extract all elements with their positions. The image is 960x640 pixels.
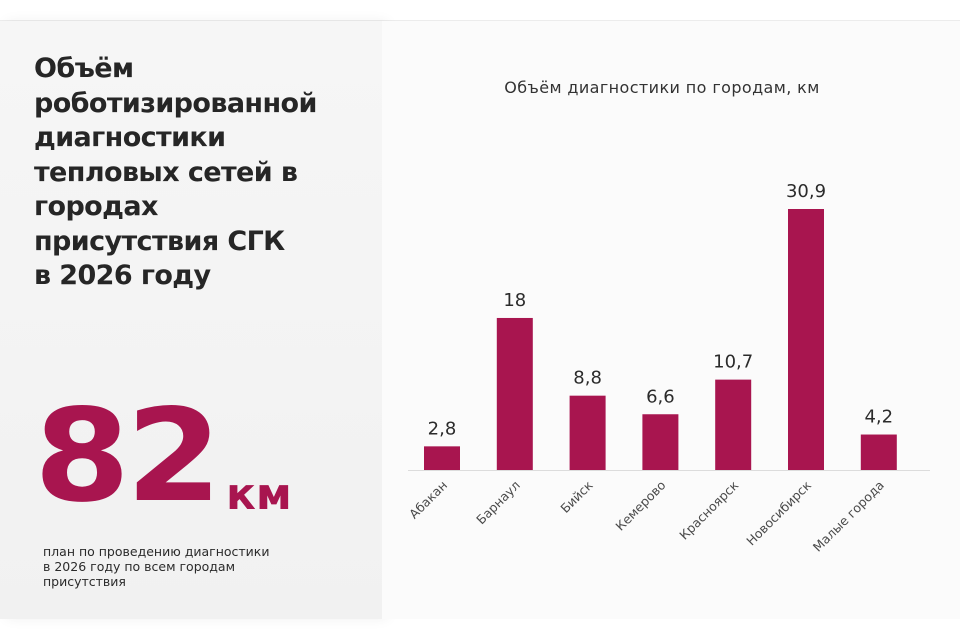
category-label: Новосибирск xyxy=(743,477,814,548)
bar xyxy=(496,317,533,470)
bar xyxy=(860,434,897,470)
chart-title: Объём диагностики по городам, км xyxy=(504,78,820,97)
bar-value-label: 4,2 xyxy=(864,407,893,428)
category-label: Абакан xyxy=(406,478,450,522)
bar-value-label: 30,9 xyxy=(786,181,826,202)
category-label: Бийск xyxy=(557,477,596,516)
bar-value-label: 10,7 xyxy=(713,352,753,373)
bar-value-label: 2,8 xyxy=(428,418,457,439)
bar xyxy=(715,379,752,470)
bar xyxy=(569,395,606,470)
total-value: 82 xyxy=(34,382,222,531)
chart-panel xyxy=(382,21,960,619)
bar xyxy=(424,446,460,470)
total-unit: км xyxy=(226,469,292,520)
bar xyxy=(642,414,679,470)
summary-panel xyxy=(0,21,382,619)
category-label: Барнаул xyxy=(473,478,523,528)
bar-value-label: 8,8 xyxy=(573,368,602,389)
category-label: Кемерово xyxy=(612,478,668,534)
top-border xyxy=(0,0,960,21)
category-label: Малые города xyxy=(810,478,887,555)
total-note: план по проведению диагностики в 2026 го… xyxy=(43,544,270,589)
bar-value-label: 6,6 xyxy=(646,386,675,407)
bar xyxy=(788,209,824,470)
bar-value-label: 18 xyxy=(503,290,526,311)
headline: Объём роботизированной диагностики тепло… xyxy=(34,53,317,291)
category-label: Красноярск xyxy=(676,477,741,542)
